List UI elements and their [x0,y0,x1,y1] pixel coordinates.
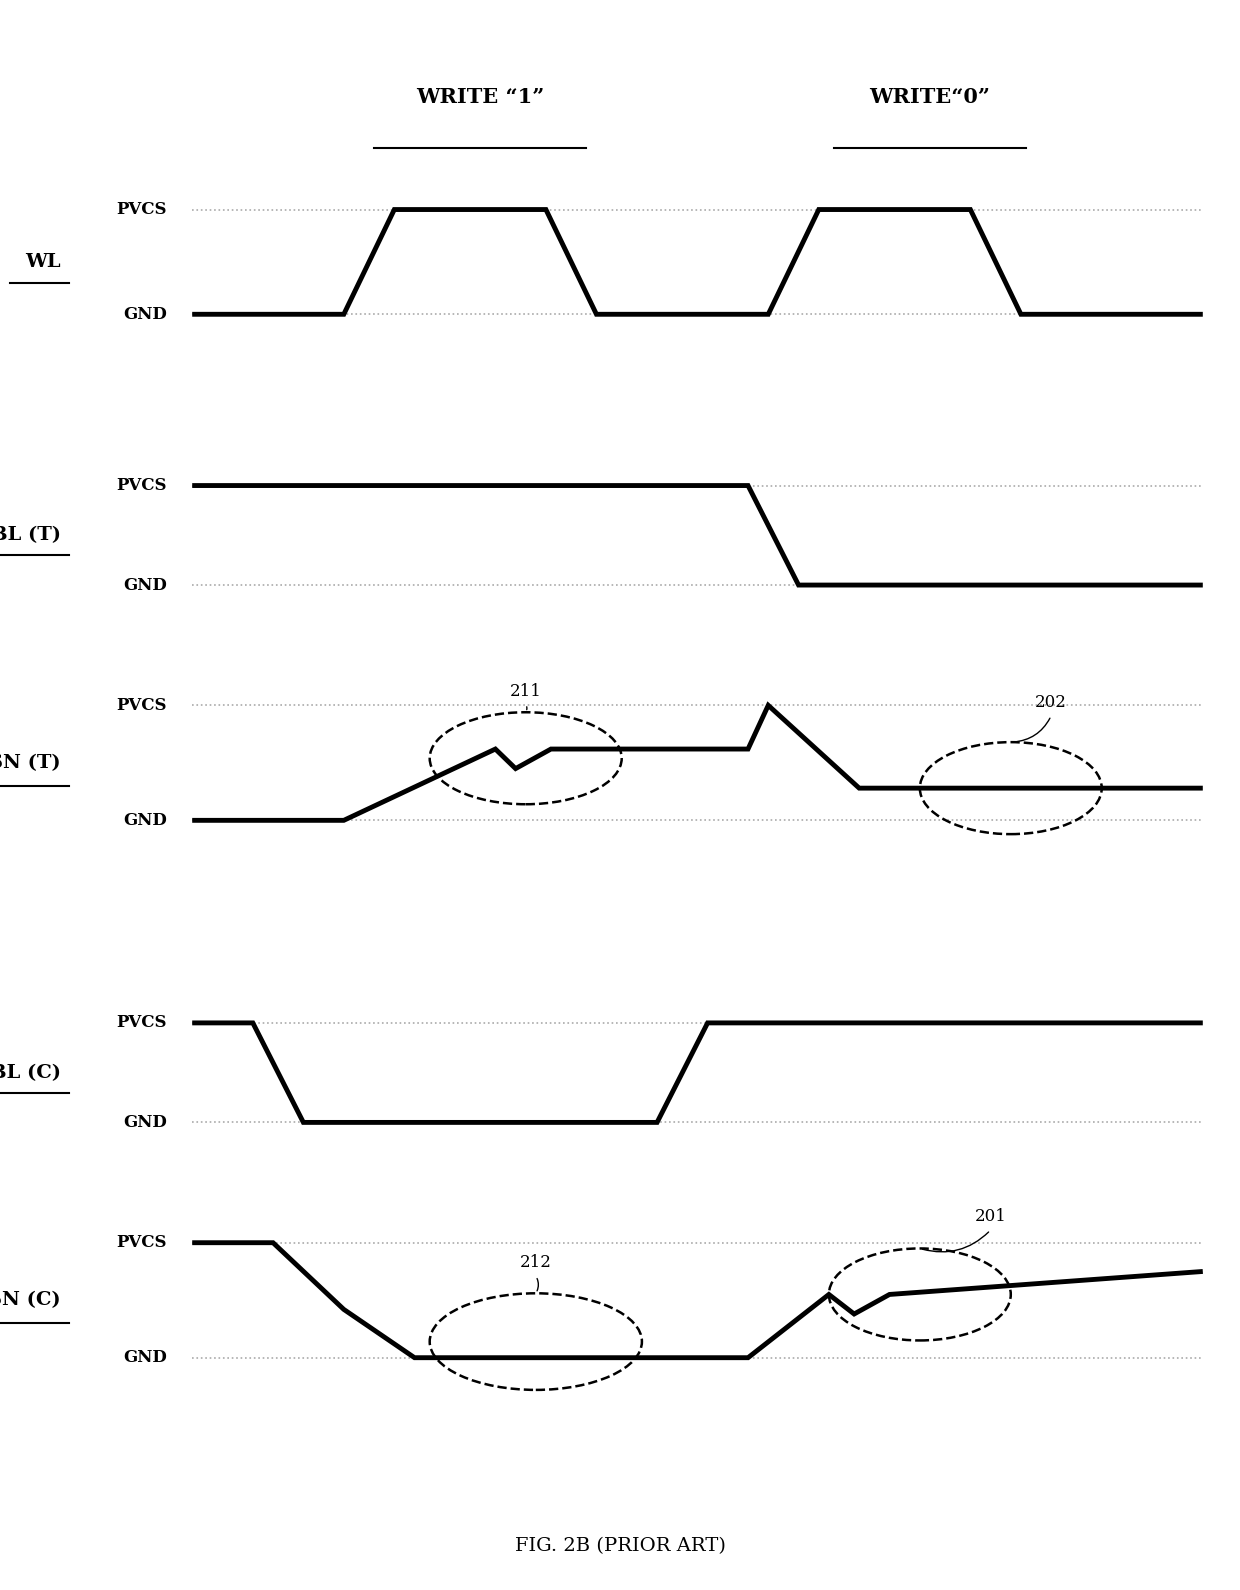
Text: SN (C): SN (C) [0,1291,61,1309]
Text: GND: GND [123,1350,167,1366]
Text: BL (T): BL (T) [0,526,61,544]
Text: WL: WL [25,253,61,270]
Text: GND: GND [123,305,167,323]
Text: PVCS: PVCS [117,696,167,714]
Text: BL (C): BL (C) [0,1064,61,1081]
Text: 211: 211 [510,682,542,700]
Text: GND: GND [123,812,167,828]
Text: PVCS: PVCS [117,1014,167,1032]
Text: PVCS: PVCS [117,1234,167,1251]
Text: GND: GND [123,577,167,593]
Text: SN (T): SN (T) [0,754,61,771]
Text: WRITE“0”: WRITE“0” [869,87,991,107]
Text: 201: 201 [975,1208,1007,1226]
Text: PVCS: PVCS [117,477,167,494]
Text: GND: GND [123,1115,167,1130]
Text: 202: 202 [1035,695,1068,711]
Text: 212: 212 [520,1255,552,1272]
Text: FIG. 2B (PRIOR ART): FIG. 2B (PRIOR ART) [515,1538,725,1555]
Text: PVCS: PVCS [117,200,167,218]
Text: WRITE “1”: WRITE “1” [417,87,544,107]
